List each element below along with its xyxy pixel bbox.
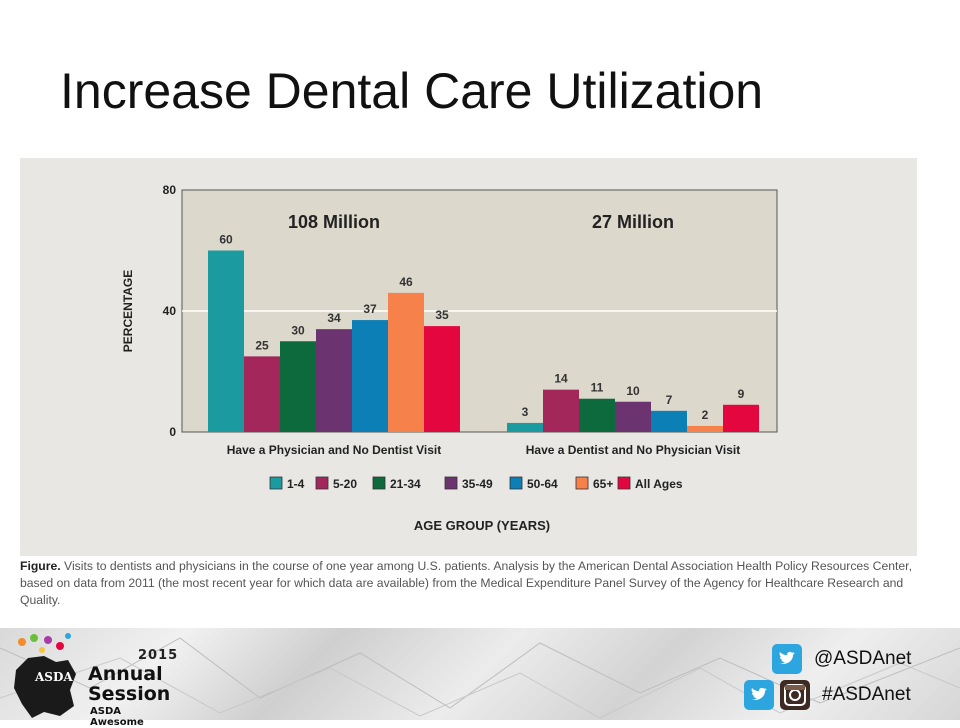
caption-label: Figure. — [20, 559, 61, 573]
twitter-icon[interactable] — [772, 644, 802, 674]
data-label: 25 — [255, 338, 269, 352]
group-total-label: 27 Million — [592, 212, 674, 232]
legend-label: 5-20 — [333, 477, 357, 491]
legend-label: All Ages — [635, 477, 683, 491]
asda-logo: ASDA 2015 Annual Session ASDA Awesome — [8, 630, 177, 728]
logo-asda-text: ASDA — [35, 670, 73, 684]
data-label: 14 — [554, 372, 568, 386]
bar — [244, 356, 280, 432]
logo-year: 2015 — [138, 648, 179, 663]
social-row-hashtag[interactable]: #ASDAnet — [744, 680, 911, 710]
bar — [687, 425, 723, 432]
legend-label: 35-49 — [462, 477, 493, 491]
data-label: 35 — [435, 308, 449, 322]
logo-mark-icon — [14, 633, 76, 718]
legend-swatch — [617, 476, 631, 490]
footer: ASDA 2015 Annual Session ASDA Awesome @A… — [0, 628, 960, 728]
data-label: 11 — [591, 381, 604, 395]
twitter-icon[interactable] — [744, 680, 774, 710]
data-label: 60 — [219, 233, 233, 247]
bar — [352, 320, 388, 432]
bar — [424, 326, 460, 432]
data-label: 3 — [522, 405, 529, 419]
logo-tagline: ASDA Awesome — [90, 706, 144, 728]
bar — [280, 341, 316, 432]
legend-swatch — [509, 476, 523, 490]
bar — [507, 422, 543, 432]
social-row-handle[interactable]: @ASDAnet — [772, 644, 911, 674]
instagram-icon[interactable] — [780, 680, 810, 710]
bar — [543, 389, 579, 432]
twitter-handle[interactable]: @ASDAnet — [814, 648, 912, 669]
bar — [388, 292, 424, 432]
bar — [208, 250, 244, 432]
legend-swatch — [269, 476, 283, 490]
logo-line-annual: Annual — [88, 663, 163, 685]
y-tick-label: 0 — [169, 425, 176, 439]
legend-label: 1-4 — [287, 477, 305, 491]
logo-line-session: Session — [88, 683, 171, 705]
bar — [316, 329, 352, 432]
legend-swatch — [444, 476, 458, 490]
data-label: 34 — [327, 311, 341, 325]
data-label: 46 — [399, 275, 413, 289]
data-label: 7 — [666, 393, 673, 407]
x-category-label: Have a Dentist and No Physician Visit — [526, 443, 741, 457]
legend-label: 50-64 — [527, 477, 558, 491]
bar — [723, 404, 759, 432]
caption-text: Visits to dentists and physicians in the… — [20, 559, 912, 607]
y-tick-label: 40 — [163, 304, 177, 318]
data-label: 9 — [738, 387, 745, 401]
bar — [651, 410, 687, 432]
data-label: 30 — [291, 323, 305, 337]
data-label: 37 — [363, 302, 377, 316]
legend-swatch — [372, 476, 386, 490]
legend-swatch — [315, 476, 329, 490]
group-total-label: 108 Million — [288, 212, 380, 232]
y-tick-label: 80 — [163, 183, 177, 197]
x-axis-label: AGE GROUP (YEARS) — [414, 518, 550, 533]
data-label: 2 — [702, 408, 709, 422]
hashtag-text[interactable]: #ASDAnet — [822, 684, 911, 705]
y-axis-label: PERCENTAGE — [121, 270, 135, 352]
legend-label: 21-34 — [390, 477, 421, 491]
paper-texture — [0, 637, 960, 719]
bar — [615, 401, 651, 432]
slide-title: Increase Dental Care Utilization — [60, 63, 764, 119]
legend-label: 65+ — [593, 477, 613, 491]
data-label: 10 — [626, 384, 640, 398]
legend-swatch — [575, 476, 589, 490]
chart-panel: 0 40 80 PERCENTAGE 60 25 30 34 37 46 35 108 Million… — [20, 158, 917, 556]
bar — [579, 398, 615, 432]
x-category-label: Have a Physician and No Dentist Visit — [227, 443, 442, 457]
figure-caption: Figure. Visits to dentists and physician… — [20, 558, 920, 609]
